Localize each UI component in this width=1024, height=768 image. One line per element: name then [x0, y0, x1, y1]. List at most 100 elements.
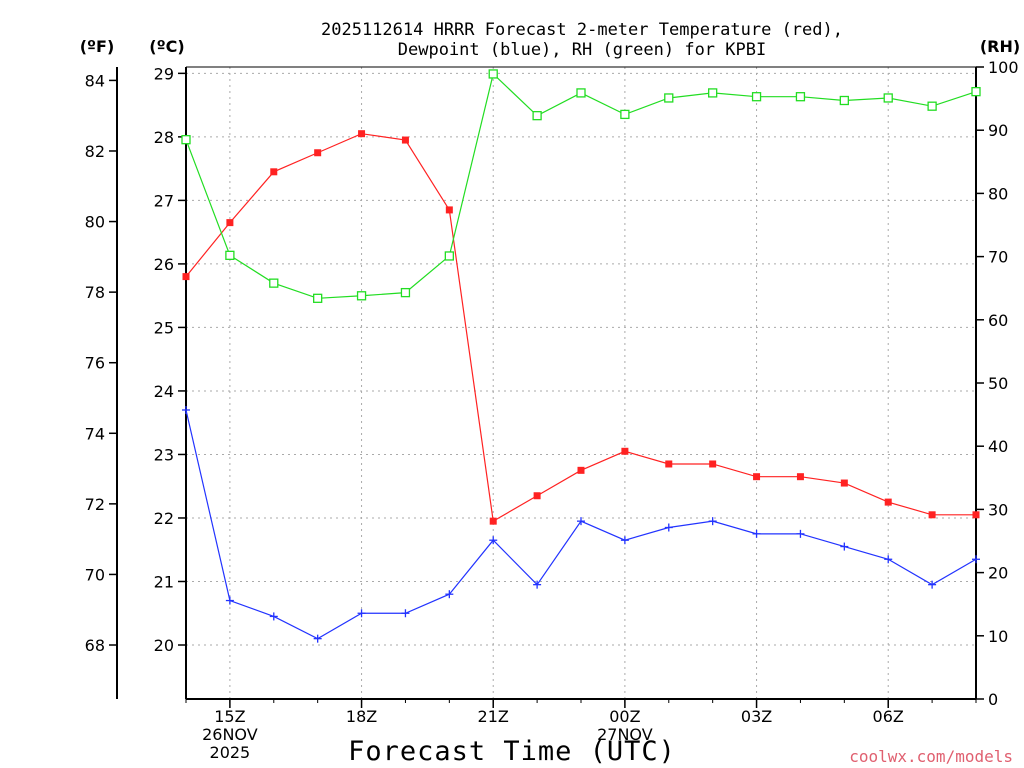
celsius-tick-label: 21 [154, 572, 174, 591]
dewpoint-point [489, 536, 498, 545]
celsius-tick-label: 23 [154, 445, 174, 464]
rh-tick-label: 70 [988, 248, 1008, 267]
rh-point [181, 135, 191, 145]
fahrenheit-tick-label: 78 [85, 283, 105, 302]
fahrenheit-tick-label: 84 [85, 71, 105, 90]
x-tick-label: 06Z [873, 707, 904, 726]
fahrenheit-tick-label: 70 [85, 565, 105, 584]
dewpoint-point [401, 609, 410, 618]
dewpoint-point [577, 517, 585, 526]
fahrenheit-tick-label: 74 [85, 424, 105, 443]
rh-point [620, 109, 630, 120]
rh-tick-label: 100 [988, 58, 1019, 77]
dewpoint-point [972, 555, 980, 564]
temperature-point [401, 136, 409, 144]
rh-line [185, 72, 977, 299]
rh-point [400, 287, 411, 298]
fahrenheit-tick-label: 68 [85, 636, 105, 655]
temperature-point [533, 492, 541, 500]
temperature-point [884, 498, 892, 506]
rh-point [313, 293, 323, 303]
dewpoint-point [225, 596, 234, 605]
rh-point [883, 93, 893, 103]
rh-point [751, 92, 762, 102]
rh-point [839, 95, 849, 106]
rh-tick-label: 60 [988, 311, 1008, 330]
x-axis-title: Forecast Time (UTC) [348, 736, 676, 767]
rh-point [269, 278, 279, 288]
rh-point [532, 111, 542, 121]
temperature-point [182, 273, 190, 281]
celsius-unit-label: (ºC) [149, 37, 184, 56]
rh-tick-label: 30 [988, 500, 1008, 519]
dewpoint-point [620, 536, 629, 545]
temperature-point [709, 460, 717, 468]
celsius-tick-label: 22 [154, 509, 174, 528]
rh-point [708, 88, 718, 98]
temperature-point [445, 206, 453, 214]
dewpoint-point [928, 580, 937, 589]
temperature-point [665, 460, 673, 468]
x-tick-label: 00Z [609, 707, 640, 726]
chart-title-line-1: 2025112614 HRRR Forecast 2-meter Tempera… [321, 20, 843, 40]
dewpoint-point [840, 542, 849, 551]
temperature-point [840, 479, 848, 487]
rh-tick-label: 10 [988, 627, 1008, 646]
dewpoint-point [533, 580, 542, 589]
rh-point [444, 251, 454, 261]
celsius-tick-label: 25 [154, 318, 174, 337]
series [181, 69, 981, 643]
x-tick-label: 2025 [210, 743, 251, 762]
temperature-point [270, 168, 278, 176]
source-credit: coolwx.com/models [849, 747, 1013, 766]
rh-tick-label: 40 [988, 437, 1008, 456]
rh-point [356, 291, 367, 301]
celsius-tick-label: 20 [154, 636, 174, 655]
celsius-tick-label: 24 [154, 382, 174, 401]
dewpoint-point [269, 612, 278, 621]
x-tick-label: 21Z [478, 707, 509, 726]
x-tick-label: 26NOV [202, 725, 258, 744]
rh-tick-label: 0 [988, 690, 998, 709]
fahrenheit-tick-label: 80 [85, 213, 105, 232]
rh-tick-label: 90 [988, 121, 1008, 140]
chart-title-line-2: Dewpoint (blue), RH (green) for KPBI [398, 40, 766, 60]
fahrenheit-tick-label: 76 [85, 354, 105, 373]
rh-point [488, 69, 498, 79]
rh-tick-label: 50 [988, 374, 1008, 393]
rh-point [795, 92, 806, 102]
dewpoint-point [664, 523, 673, 532]
dewpoint-point [357, 609, 366, 618]
celsius-tick-label: 28 [154, 128, 174, 147]
celsius-tick-label: 27 [154, 191, 174, 210]
rh-point [971, 86, 981, 97]
x-tick-label: 03Z [741, 707, 772, 726]
celsius-tick-label: 29 [154, 64, 174, 83]
rh-point [664, 93, 674, 103]
axes [109, 66, 984, 708]
rh-tick-label: 80 [988, 184, 1008, 203]
dewpoint-point [752, 529, 761, 538]
rh-tick-label: 20 [988, 564, 1008, 583]
dewpoint-point [445, 590, 454, 599]
temperature-point [314, 149, 322, 157]
x-tick-label: 27NOV [597, 725, 653, 744]
fahrenheit-unit-label: (ºF) [80, 37, 115, 56]
dewpoint-point [884, 555, 893, 564]
temperature-line [185, 133, 976, 523]
dewpoint-point [796, 529, 805, 538]
x-tick-label: 18Z [346, 707, 377, 726]
dewpoint-point [708, 517, 717, 526]
fahrenheit-tick-label: 72 [85, 495, 105, 514]
rh-point [576, 88, 586, 98]
dewpoint-point [182, 405, 190, 414]
temperature-point [972, 511, 980, 519]
rh-point [927, 101, 937, 111]
rh-unit-label: (RH) [980, 37, 1020, 56]
dewpoint-point [313, 634, 322, 643]
temperature-point [621, 447, 629, 455]
celsius-tick-label: 26 [154, 255, 174, 274]
temperature-point [796, 473, 804, 481]
x-tick-label: 15Z [214, 707, 245, 726]
